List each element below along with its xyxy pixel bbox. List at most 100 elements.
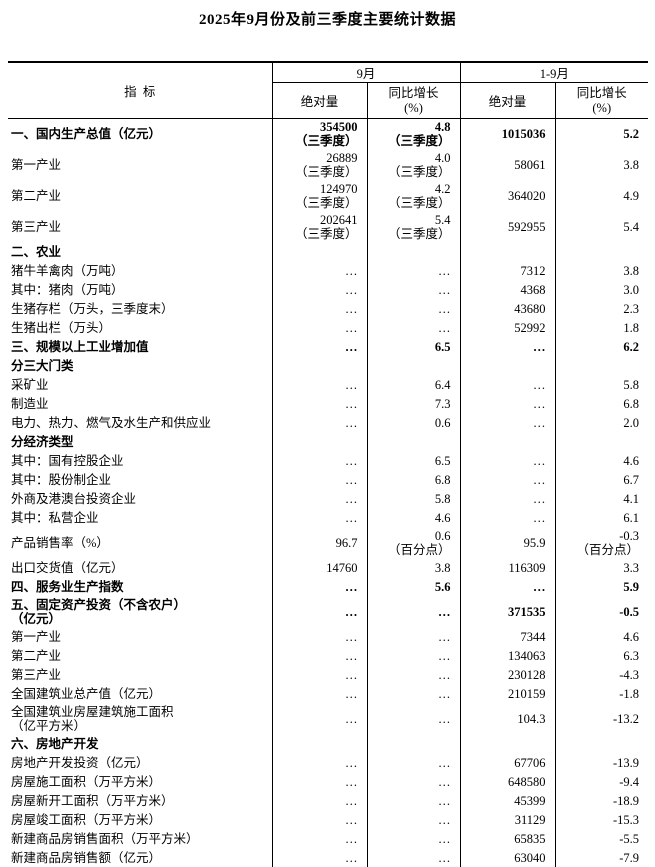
ytd-yoy-cell: 3.8: [555, 262, 648, 281]
sep-absolute-cell: …: [272, 791, 368, 811]
ytd-absolute-cell: 7344: [460, 627, 556, 647]
indicator-cell: 生猪出栏（万头）: [8, 318, 273, 338]
ytd-yoy-cell-text: -13.2: [612, 712, 640, 726]
sep-yoy-cell: 6.8: [367, 470, 461, 490]
indicator-cell: 其中：猪肉（万吨）: [8, 280, 273, 300]
indicator-cell: 第二产业: [8, 646, 273, 666]
sep-absolute-cell-text: …: [345, 687, 358, 701]
ytd-absolute-cell: 95.9: [460, 527, 556, 559]
sep-yoy-cell-text: …: [438, 264, 451, 278]
sep-absolute-cell: …: [272, 848, 368, 867]
sep-yoy-cell: …: [367, 665, 461, 685]
sep-yoy-cell: 4.2 （三季度）: [367, 180, 461, 212]
sep-yoy-cell-text: （三季度）: [388, 227, 451, 241]
sep-absolute-cell: [272, 432, 368, 452]
ytd-absolute-cell: [460, 734, 556, 754]
indicator-cell-text: 生猪存栏（万头，三季度末）: [11, 302, 174, 316]
sep-absolute-cell: 96.7: [272, 527, 368, 559]
ytd-yoy-cell: 3.3: [555, 559, 648, 578]
indicator-cell: 第三产业: [8, 211, 273, 243]
ytd-absolute-cell: 4368: [460, 280, 556, 300]
indicator-cell-text: 全国建筑业总产值（亿元）: [11, 687, 162, 701]
ytd-yoy-cell: -18.9: [555, 792, 648, 811]
sep-absolute-cell-text: …: [345, 511, 358, 525]
indicator-cell-text: 第二产业: [11, 649, 62, 663]
sep-yoy-cell-text: 4.6: [434, 511, 451, 525]
sep-absolute-cell: 124970 （三季度）: [272, 180, 368, 212]
header-indicator: 指 标: [8, 62, 273, 119]
ytd-yoy-cell: -0.5: [555, 597, 648, 628]
indicator-cell: 分三大门类: [8, 356, 273, 376]
ytd-absolute-cell: …: [460, 413, 556, 433]
indicator-cell: 生猪存栏（万头，三季度末）: [8, 299, 273, 319]
ytd-yoy-cell: 4.6: [555, 452, 648, 471]
sep-yoy-cell-text: …: [438, 851, 451, 865]
ytd-yoy-cell-text: （百分点）: [576, 543, 640, 557]
sep-yoy-cell: [367, 356, 461, 376]
sep-yoy-cell: 5.4 （三季度）: [367, 211, 461, 243]
sep-absolute-cell: …: [272, 375, 368, 395]
ytd-yoy-cell: 5.2: [555, 119, 648, 150]
ytd-absolute-cell-text: 7312: [520, 264, 546, 278]
sep-absolute-cell: …: [272, 665, 368, 685]
ytd-absolute-cell-text: …: [533, 397, 546, 411]
indicator-cell-text: 六、房地产开发: [11, 737, 99, 751]
sep-absolute-cell-text: …: [345, 630, 358, 644]
table-row: 分经济类型: [8, 432, 648, 452]
indicator-cell-text: 电力、热力、燃气及水生产和供应业: [11, 416, 212, 430]
sep-absolute-cell-text: 26889: [326, 151, 358, 165]
ytd-yoy-cell: -15.3: [555, 811, 648, 830]
ytd-absolute-cell: 592955: [460, 211, 556, 243]
ytd-yoy-cell-text: 5.8: [623, 378, 640, 392]
sep-absolute-cell-text: …: [345, 416, 358, 430]
ytd-absolute-cell-text: 58061: [514, 158, 546, 172]
ytd-absolute-cell-text: …: [533, 340, 546, 354]
ytd-yoy-cell-text: -7.9: [619, 851, 640, 865]
ytd-absolute-cell-text: 67706: [514, 756, 546, 770]
ytd-yoy-cell-text: -5.5: [619, 832, 640, 846]
sep-yoy-cell: …: [367, 596, 461, 628]
ytd-yoy-cell: [555, 243, 648, 262]
sep-absolute-cell-text: …: [345, 340, 358, 354]
sep-yoy-cell-text: （三季度）: [388, 134, 451, 149]
sep-yoy-cell-text: …: [438, 321, 451, 335]
sep-yoy-cell: …: [367, 829, 461, 849]
sep-yoy-cell-text: 6.5: [434, 454, 451, 468]
ytd-absolute-cell-text: 45399: [514, 794, 546, 808]
sep-yoy-cell-text: …: [438, 630, 451, 644]
sep-yoy-cell: …: [367, 261, 461, 281]
indicator-cell: 其中：私营企业: [8, 508, 273, 528]
sep-absolute-cell-text: 354500: [320, 120, 358, 135]
indicator-cell-text: 外商及港澳台投资企业: [11, 492, 137, 506]
table-row: 第二产业 … … 134063 6.3: [8, 646, 648, 666]
sep-absolute-cell-text: …: [345, 321, 358, 335]
ytd-yoy-cell: 6.2: [555, 338, 648, 357]
ytd-yoy-cell-text: 6.3: [623, 649, 640, 663]
ytd-absolute-cell-text: 65835: [514, 832, 546, 846]
sep-yoy-cell: 6.5: [367, 451, 461, 471]
ytd-yoy-cell-text: 3.3: [623, 561, 640, 575]
header-group-row: 指 标 9月 1-9月: [8, 62, 649, 119]
ytd-absolute-cell-text: 63040: [514, 851, 546, 865]
table-row: 第二产业 124970 （三季度） 4.2 （三季度） 364020 4.9: [8, 180, 648, 212]
table-row: 全国建筑业总产值（亿元） … … 210159 -1.8: [8, 684, 648, 704]
sep-yoy-cell-text: …: [438, 302, 451, 316]
sep-yoy-cell-text: 0.6: [434, 416, 451, 430]
ytd-absolute-cell: 104.3: [460, 703, 556, 735]
ytd-absolute-cell-text: 134063: [508, 649, 546, 663]
ytd-absolute-cell-text: 210159: [508, 687, 546, 701]
sep-absolute-cell-text: 202641: [320, 213, 358, 227]
ytd-absolute-cell-text: 230128: [508, 668, 546, 682]
ytd-absolute-cell-text: 7344: [520, 630, 546, 644]
ytd-absolute-cell: [460, 242, 556, 262]
ytd-yoy-cell: 3.8: [555, 150, 648, 181]
ytd-absolute-cell-text: 592955: [508, 220, 546, 234]
header-ytd-yoy-line1: 同比增长: [576, 85, 627, 100]
sep-yoy-cell: 4.8 （三季度）: [367, 118, 461, 150]
indicator-cell: 一、国内生产总值（亿元）: [8, 118, 273, 150]
indicator-cell-text: 其中：猪肉（万吨）: [11, 283, 124, 297]
indicator-cell: 五、固定资产投资（不含农户） （亿元）: [8, 596, 273, 628]
sep-absolute-cell: …: [272, 318, 368, 338]
indicator-cell-text: （亿元）: [11, 612, 62, 626]
sep-yoy-cell-text: …: [438, 649, 451, 663]
